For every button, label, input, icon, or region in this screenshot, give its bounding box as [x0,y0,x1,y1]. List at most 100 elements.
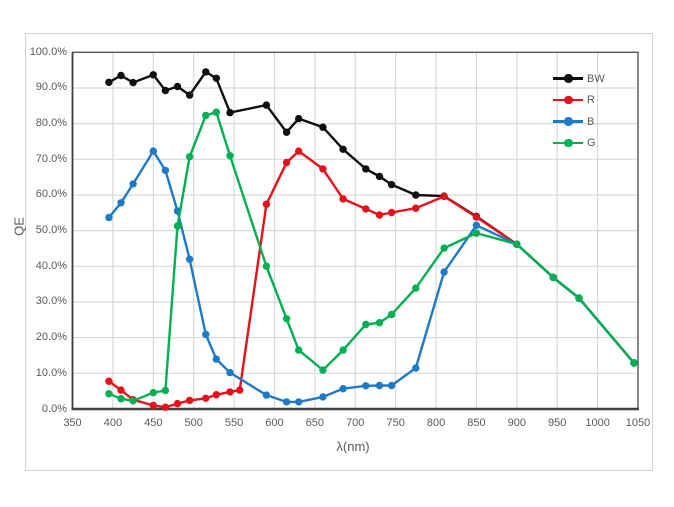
data-point-BW [339,145,347,153]
data-point-BW [202,68,210,76]
data-point-R [440,192,448,201]
x-tick-label: 500 [184,417,203,429]
legend-label-bw: BW [587,72,605,85]
y-tick-label: 70.0% [35,152,67,165]
data-point-R [339,195,347,203]
data-point-R [105,377,113,385]
data-point-R [262,200,271,208]
y-tick-label: 0.0% [41,402,67,415]
data-point-B [282,398,291,406]
data-point-BW [412,191,420,199]
data-point-BW [149,71,157,79]
data-point-B [339,385,347,393]
x-tick-label: 350 [63,417,82,429]
data-point-BW [319,123,327,131]
data-point-R [161,403,170,411]
x-axis-title: λ(nm) [336,439,370,454]
data-point-G [117,395,125,403]
data-point-BW [105,78,113,87]
data-point-BW [375,172,384,181]
data-point-G [319,366,327,374]
x-tick-label: 600 [265,417,284,429]
data-point-G [362,320,370,329]
data-point-R [295,147,303,155]
x-tick-label: 550 [224,417,244,429]
data-point-R [212,391,220,399]
data-point-G [575,294,583,302]
x-tick-label: 850 [467,417,486,429]
data-point-R [362,205,370,213]
x-tick-label: 750 [386,417,405,429]
data-point-G [375,319,384,327]
data-point-G [295,346,303,354]
y-tick-label: 90.0% [35,81,67,94]
data-point-BW [295,114,303,123]
data-point-R [226,388,234,396]
data-point-G [173,222,182,230]
y-tick-label: 40.0% [35,259,67,272]
data-point-BW [226,108,234,117]
data-point-G [282,315,291,323]
data-point-G [129,397,137,405]
data-point-R [412,204,420,212]
data-point-R [375,211,384,219]
x-tick-label: 950 [548,417,567,429]
legend-label-r: R [587,94,595,107]
data-point-BW [282,128,291,136]
legend-label-b: B [587,115,595,128]
series-markers-R [105,147,638,411]
legend-label-g: G [587,137,596,150]
data-point-G [472,229,481,237]
data-point-BW [173,82,182,91]
data-point-G [185,153,194,161]
x-tick-label: 1000 [585,417,610,429]
data-point-B [129,180,137,188]
x-tick-label: 700 [346,417,365,429]
data-point-R [387,208,396,217]
legend-marker-bw-icon [553,74,583,83]
data-point-B [105,213,113,222]
data-point-BW [161,86,170,95]
data-point-G [161,386,170,395]
data-point-G [149,388,157,397]
data-point-B [412,364,420,372]
y-tick-label: 30.0% [35,295,67,308]
data-point-R [173,399,182,408]
data-point-R [185,396,194,405]
data-point-BW [362,165,370,173]
data-point-G [202,111,210,120]
data-point-BW [129,78,137,87]
data-point-B [212,355,220,363]
data-point-B [117,199,125,207]
data-point-G [412,284,420,292]
y-axis-title: QE [11,217,27,236]
data-point-B [387,381,396,390]
series-markers-B [105,147,638,406]
data-point-R [202,394,210,402]
x-tick-label: 450 [144,417,163,429]
data-point-R [149,401,157,410]
x-tick-label: 1050 [625,417,651,429]
y-tick-label: 20.0% [35,331,67,344]
data-point-B [185,255,194,263]
data-point-R [236,386,244,394]
series-markers-G [105,108,638,405]
legend-item-g: G [553,133,605,155]
y-tick-label: 50.0% [35,224,67,237]
data-point-B [161,166,170,175]
y-tick-label: 80.0% [35,117,67,130]
x-tick-label: 400 [103,417,123,429]
legend: BW R B G [553,68,605,154]
data-point-B [262,391,271,399]
data-point-R [117,386,125,394]
data-point-R [282,158,291,167]
data-point-B [319,393,327,401]
data-point-B [472,221,481,229]
data-point-B [149,147,157,155]
y-tick-label: 60.0% [35,188,67,201]
data-point-B [295,398,303,406]
data-point-G [262,262,271,270]
data-point-R [319,165,327,173]
